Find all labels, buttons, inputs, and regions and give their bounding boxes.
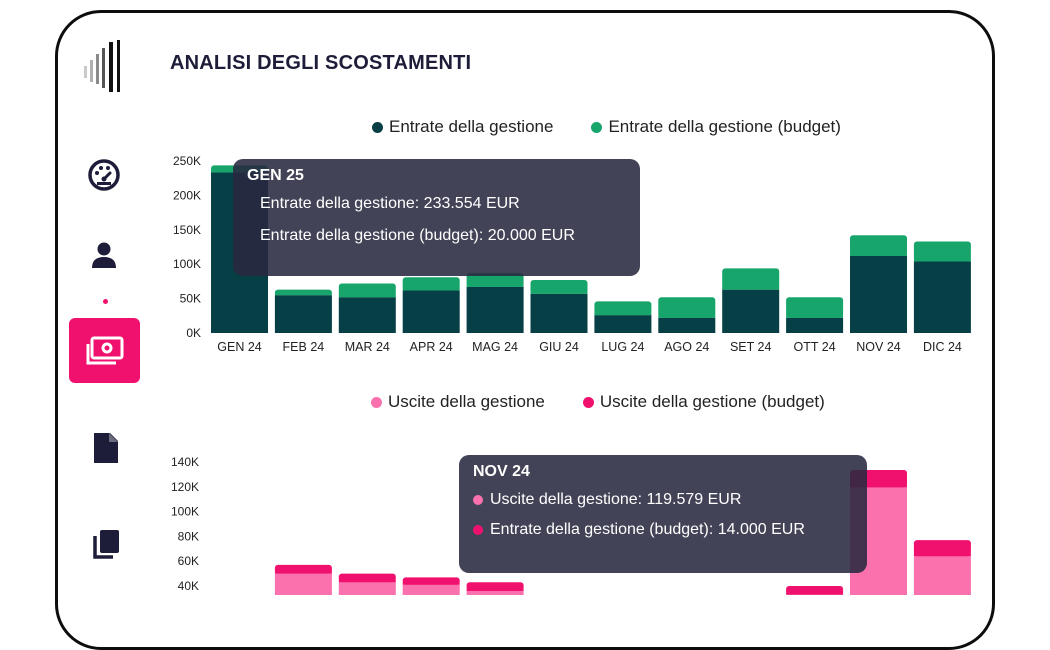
- bar-budget: [914, 241, 971, 261]
- bar-actual: [403, 290, 460, 333]
- x-tick-label: GIU 24: [539, 340, 579, 354]
- y-tick-label: 50K: [180, 292, 201, 306]
- bar-actual: [914, 556, 971, 595]
- tooltip-dot: [473, 495, 483, 505]
- y-tick-label: 100K: [173, 257, 201, 271]
- bar-budget: [850, 235, 907, 256]
- tooltip-dot: [473, 525, 483, 535]
- bar-actual: [914, 261, 971, 333]
- x-tick-label: APR 24: [410, 340, 453, 354]
- y-tick-label: 0K: [186, 326, 201, 340]
- tooltip-income: GEN 25 Entrate della gestione: 233.554 E…: [233, 159, 640, 276]
- x-tick-label: DIC 24: [923, 340, 962, 354]
- y-tick-label: 140K: [171, 455, 199, 469]
- bar-budget-join: [594, 313, 651, 315]
- x-tick-label: FEB 24: [283, 340, 325, 354]
- bar-budget-join: [850, 254, 907, 256]
- bar-actual: [467, 591, 524, 595]
- bar-budget-join: [914, 554, 971, 556]
- y-tick-label: 150K: [173, 223, 201, 237]
- bar-budget-join: [531, 292, 588, 294]
- bar-budget-join: [339, 295, 396, 297]
- tooltip-title: GEN 25: [247, 167, 626, 185]
- bar-budget-join: [275, 572, 332, 574]
- bar-budget: [339, 283, 396, 297]
- bar-actual: [275, 295, 332, 333]
- x-tick-label: MAR 24: [345, 340, 390, 354]
- y-tick-label: 60K: [178, 554, 199, 568]
- bar-budget-join: [786, 593, 843, 595]
- x-tick-label: GEN 24: [217, 340, 262, 354]
- x-tick-label: AGO 24: [664, 340, 709, 354]
- bar-budget: [914, 540, 971, 556]
- bar-budget-join: [275, 293, 332, 295]
- tooltip-row-text: Uscite della gestione: 119.579 EUR: [490, 491, 741, 509]
- tooltip-row: Uscite della gestione: 119.579 EUR: [473, 491, 853, 509]
- bar-actual: [339, 297, 396, 333]
- bar-actual: [403, 585, 460, 595]
- bar-budget-join: [786, 316, 843, 318]
- tooltip-row-text: Entrate della gestione (budget): 14.000 …: [490, 521, 805, 539]
- bar-budget: [531, 280, 588, 294]
- y-tick-label: 80K: [178, 529, 199, 543]
- tooltip-row: Entrate della gestione: 233.554 EUR: [247, 195, 626, 213]
- bar-budget: [594, 301, 651, 315]
- y-tick-label: 100K: [171, 505, 199, 519]
- bar-budget-join: [339, 580, 396, 582]
- x-tick-label: OTT 24: [794, 340, 836, 354]
- bar-budget-join: [467, 285, 524, 287]
- bar-budget: [786, 297, 843, 318]
- tooltip-row-text: Entrate della gestione (budget): 20.000 …: [260, 227, 575, 245]
- bar-actual: [722, 290, 779, 333]
- bar-actual: [339, 582, 396, 595]
- bar-actual: [594, 315, 651, 333]
- bar-budget-join: [658, 316, 715, 318]
- bar-actual: [531, 294, 588, 333]
- bar-actual: [786, 318, 843, 333]
- x-tick-label: MAG 24: [472, 340, 518, 354]
- tooltip-row: Entrate della gestione (budget): 14.000 …: [473, 521, 853, 539]
- y-tick-label: 40K: [178, 579, 199, 593]
- bar-actual: [275, 574, 332, 595]
- tooltip-title: NOV 24: [473, 463, 853, 481]
- bar-actual: [658, 318, 715, 333]
- y-tick-label: 120K: [171, 480, 199, 494]
- bar-budget-join: [914, 259, 971, 261]
- tooltip-row-text: Entrate della gestione: 233.554 EUR: [260, 195, 520, 213]
- y-tick-label: 250K: [173, 154, 201, 168]
- bar-budget-join: [722, 288, 779, 290]
- x-tick-label: SET 24: [730, 340, 772, 354]
- tooltip-expenses: NOV 24 Uscite della gestione: 119.579 EU…: [459, 455, 867, 573]
- x-tick-label: NOV 24: [856, 340, 901, 354]
- x-tick-label: LUG 24: [601, 340, 644, 354]
- bar-actual: [467, 287, 524, 333]
- bar-actual: [850, 256, 907, 333]
- tooltip-row: Entrate della gestione (budget): 20.000 …: [247, 227, 626, 245]
- bar-budget-join: [403, 583, 460, 585]
- y-tick-label: 200K: [173, 188, 201, 202]
- bar-budget: [722, 268, 779, 289]
- bar-budget: [658, 297, 715, 318]
- bar-budget-join: [467, 589, 524, 591]
- bar-budget-join: [403, 288, 460, 290]
